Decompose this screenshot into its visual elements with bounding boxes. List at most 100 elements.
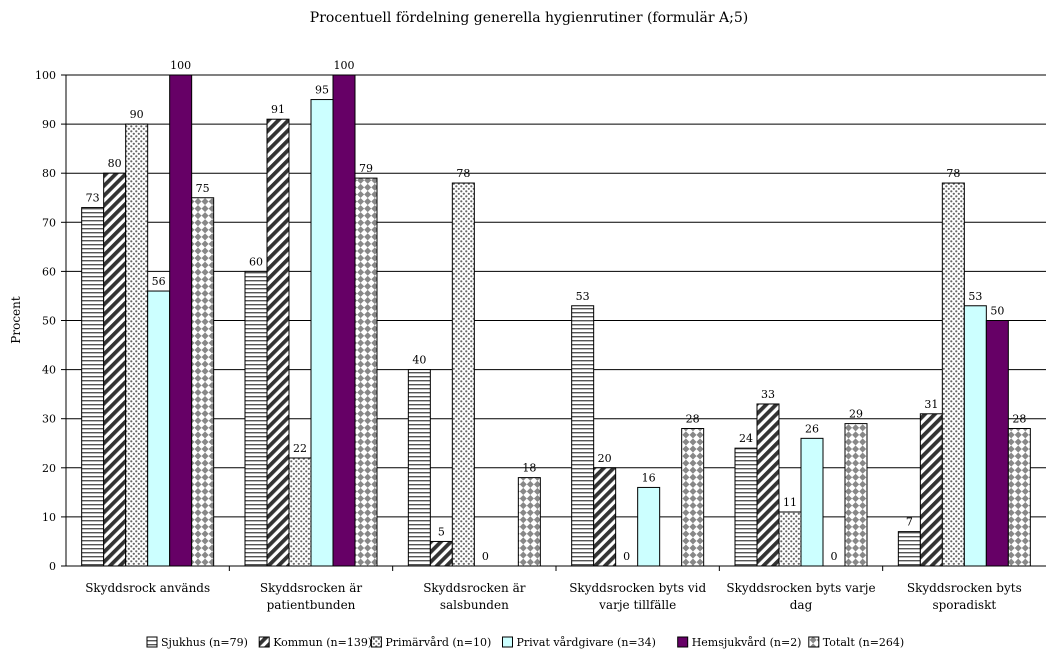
data-label: 31 (924, 398, 938, 411)
bar (593, 467, 617, 567)
chart-title: Procentuell fördelning generella hygienr… (310, 10, 748, 26)
legend-label: Totalt (n=264) (823, 636, 904, 649)
data-label: 40 (412, 354, 426, 367)
data-label: 80 (108, 157, 122, 170)
data-label: 11 (783, 496, 797, 509)
data-label: 78 (946, 167, 960, 180)
x-axis-labels: Skyddsrock används Skyddsrocken är patient… (85, 566, 1022, 612)
bar (451, 182, 475, 567)
data-label: 24 (739, 432, 753, 445)
legend-swatch (502, 636, 513, 648)
legend-label: Sjukhus (n=79) (161, 636, 248, 649)
data-label: 22 (293, 442, 307, 455)
bar (191, 197, 215, 567)
legend-swatch (146, 636, 158, 648)
x-tick-label-line: Skyddsrocken är (260, 581, 363, 595)
y-tick-label: 30 (42, 413, 56, 426)
bar (756, 403, 780, 567)
x-tick-label-line: varje tillfälle (598, 598, 676, 612)
y-tick-label: 40 (42, 364, 56, 377)
data-label: 0 (831, 550, 838, 563)
x-tick-label-line: patientbunden (267, 598, 356, 612)
bar (332, 74, 356, 567)
x-tick-label-line: dag (790, 598, 813, 612)
data-label: 60 (249, 255, 263, 268)
bar (778, 511, 802, 567)
data-label: 75 (196, 182, 210, 195)
x-tick-label-line: sporadiskt (932, 598, 996, 612)
legend-label: Hemsjukvård (n=2) (692, 636, 802, 649)
y-tick-label: 100 (35, 69, 56, 82)
x-tick-label: Skyddsrocken byts vid varje tillfälle (569, 581, 706, 612)
y-tick-label: 90 (42, 118, 56, 131)
data-label: 28 (686, 413, 700, 426)
bar (985, 320, 1009, 567)
bar (266, 118, 290, 567)
data-label: 0 (623, 550, 630, 563)
bar (844, 423, 868, 567)
x-tick-label-line: salsbunden (440, 598, 509, 612)
bar (354, 177, 378, 567)
bar (288, 457, 312, 567)
bar (429, 540, 453, 567)
y-axis-label: Procent (9, 296, 23, 344)
data-label: 16 (642, 471, 656, 484)
data-label: 79 (359, 162, 373, 175)
data-label: 20 (598, 452, 612, 465)
bar (919, 413, 943, 567)
legend-swatch (370, 636, 382, 648)
legend-label: Privat vårdgivare (n=34) (517, 636, 656, 649)
bar (517, 477, 541, 567)
x-tick-label-line: Skyddsrocken byts (907, 581, 1022, 595)
y-tick-label: 20 (42, 462, 56, 475)
data-label: 26 (805, 422, 819, 435)
bar (147, 290, 171, 567)
y-axis-ticks: 0 10 20 30 40 50 60 70 80 90 100 (35, 69, 66, 573)
x-tick-label: Skyddsrocken är salsbunden (423, 581, 526, 612)
bar (897, 531, 921, 567)
y-tick-label: 70 (42, 216, 56, 229)
data-label: 33 (761, 388, 775, 401)
bar (310, 99, 334, 567)
bar (244, 270, 268, 567)
y-tick-label: 80 (42, 167, 56, 180)
x-tick-label-line: Skyddsrock används (85, 581, 210, 595)
legend-swatch (677, 636, 689, 648)
bar (1007, 428, 1031, 567)
bars: 73 80 90 56 100 75 60 91 22 95 100 79 40 5 78 0 18 53 20 0 1… (81, 59, 1031, 567)
data-label: 56 (152, 275, 166, 288)
bar (734, 447, 758, 567)
data-label: 53 (968, 290, 982, 303)
bar (125, 123, 149, 567)
x-tick-label-line: Skyddsrocken byts vid (569, 581, 706, 595)
data-label: 95 (315, 84, 329, 97)
data-label: 53 (576, 290, 590, 303)
gridlines (66, 74, 1046, 518)
x-tick-label: Skyddsrocken är patientbunden (260, 581, 363, 612)
bar (407, 369, 431, 567)
x-tick-label-line: Skyddsrocken är (423, 581, 526, 595)
legend-swatch (808, 636, 820, 648)
legend-swatch (258, 636, 270, 648)
y-tick-label: 10 (42, 511, 56, 524)
data-label: 7 (906, 516, 913, 529)
y-tick-label: 60 (42, 265, 56, 278)
x-tick-label: Skyddsrock används (85, 581, 210, 595)
data-label: 100 (170, 59, 191, 72)
bar (81, 207, 105, 567)
y-tick-label: 0 (49, 560, 56, 573)
bar (800, 437, 824, 567)
bar (637, 486, 661, 567)
bar (681, 428, 705, 567)
data-label: 100 (334, 59, 355, 72)
data-label: 5 (438, 525, 445, 538)
data-label: 50 (990, 305, 1004, 318)
legend: Sjukhus (n=79) Kommun (n=139) Primärvård (… (146, 636, 904, 649)
y-tick-label: 50 (42, 315, 56, 328)
bar (571, 305, 595, 567)
data-label: 18 (522, 462, 536, 475)
x-tick-label: Skyddsrocken byts varje dag (726, 581, 875, 612)
data-label: 73 (86, 192, 100, 205)
